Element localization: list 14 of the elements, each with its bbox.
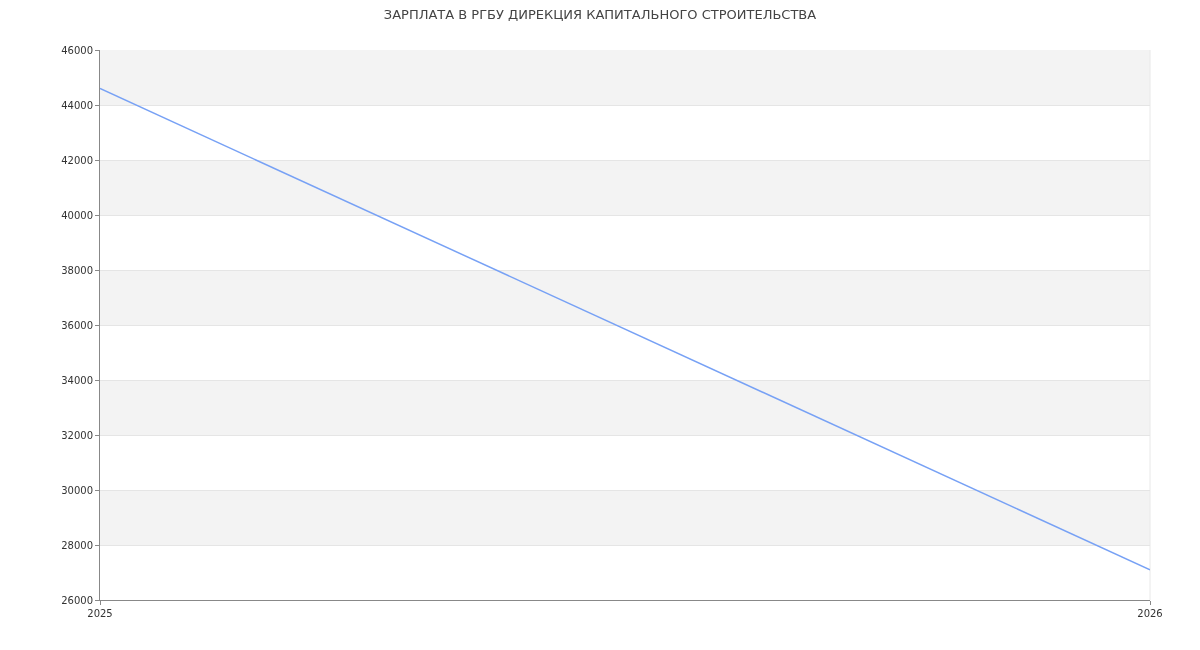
x-tick-label: 2025 [87, 608, 113, 619]
y-tick-label: 28000 [61, 539, 93, 551]
y-tick-label: 26000 [61, 594, 93, 606]
y-tick-label: 38000 [61, 264, 93, 276]
y-tick-label: 30000 [61, 484, 93, 496]
y-tick-label: 46000 [61, 44, 93, 56]
chart-title: ЗАРПЛАТА В РГБУ ДИРЕКЦИЯ КАПИТАЛЬНОГО СТРОИТЕЛЬСТВА [383, 6, 817, 22]
y-tick-label: 34000 [61, 374, 93, 386]
y-tick-label: 42000 [61, 154, 93, 166]
y-tick-label: 40000 [61, 209, 93, 221]
y-tick-label: 36000 [61, 319, 93, 331]
y-tick-label: 44000 [61, 99, 93, 111]
y-tick-label: 32000 [61, 429, 93, 441]
x-tick-label: 2026 [1137, 608, 1163, 619]
